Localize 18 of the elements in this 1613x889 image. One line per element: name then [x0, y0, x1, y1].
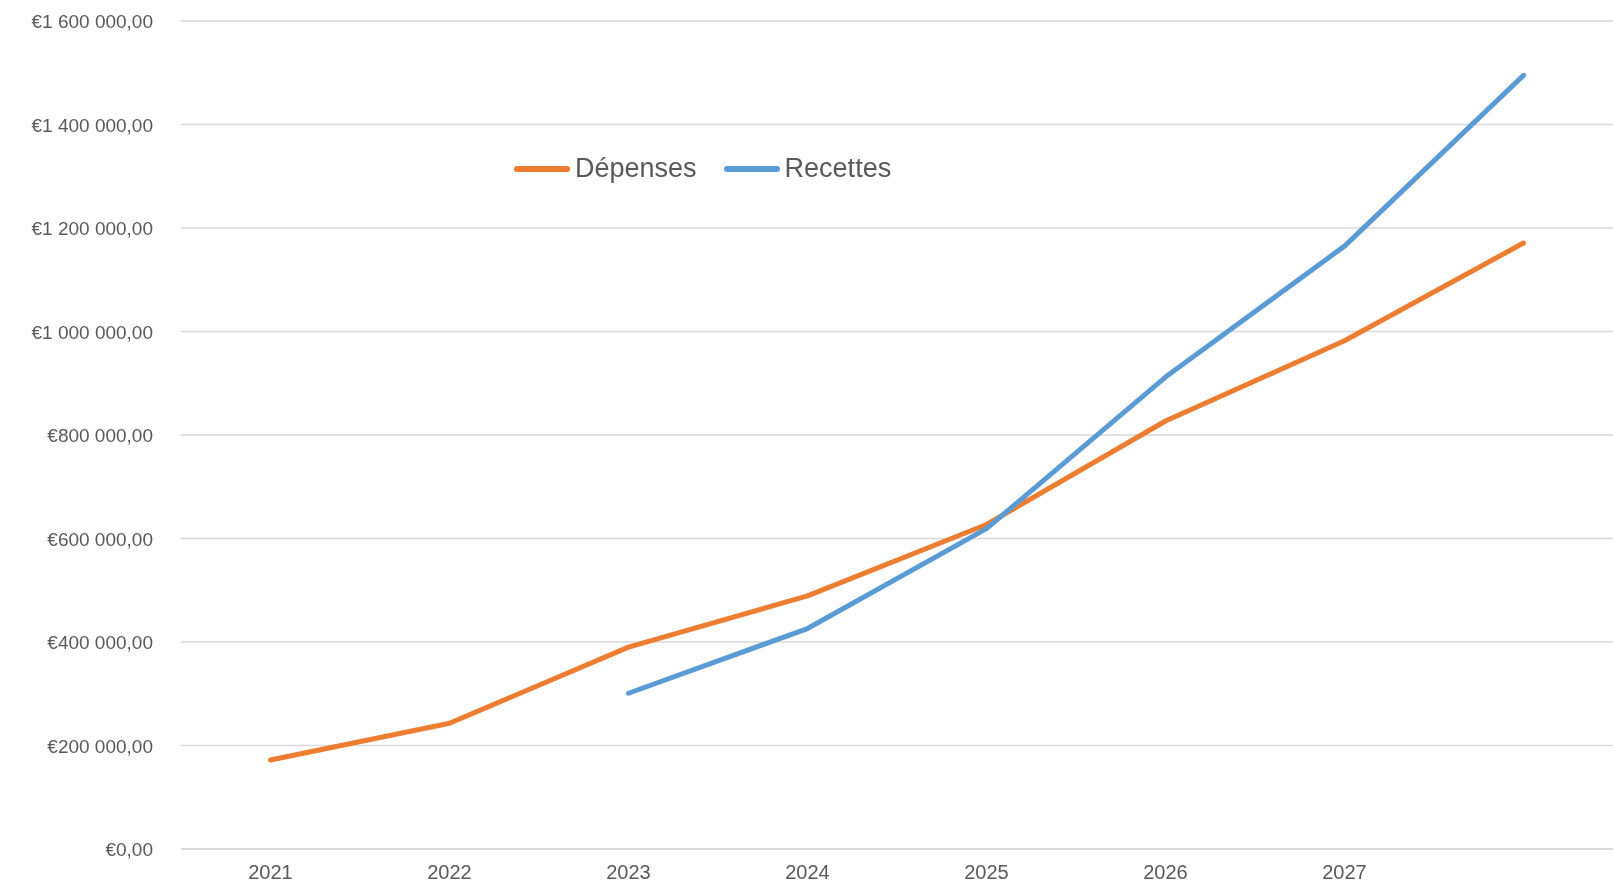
y-tick-label: €800 000,00 — [47, 425, 153, 446]
x-tick-label: 2021 — [248, 861, 293, 883]
x-tick-label: 2024 — [785, 861, 830, 883]
x-tick-label: 2023 — [606, 861, 651, 883]
y-tick-label: €1 400 000,00 — [31, 114, 153, 136]
y-tick-label: €1 600 000,00 — [31, 11, 153, 32]
x-tick-label: 2027 — [1322, 861, 1367, 883]
x-tick-label: 2026 — [1143, 861, 1188, 883]
y-tick-label: €1 000 000,00 — [31, 321, 153, 343]
x-tick-label: 2022 — [427, 861, 472, 883]
y-tick-label: €1 200 000,00 — [31, 218, 153, 239]
legend-label: Recettes — [784, 153, 892, 184]
y-tick-label: €200 000,00 — [47, 735, 153, 757]
x-tick-label: 2025 — [964, 861, 1009, 883]
legend-label: Dépenses — [575, 153, 697, 184]
y-tick-label: €0,00 — [105, 839, 153, 860]
y-tick-label: €600 000,00 — [47, 528, 153, 550]
y-tick-label: €400 000,00 — [47, 632, 153, 653]
